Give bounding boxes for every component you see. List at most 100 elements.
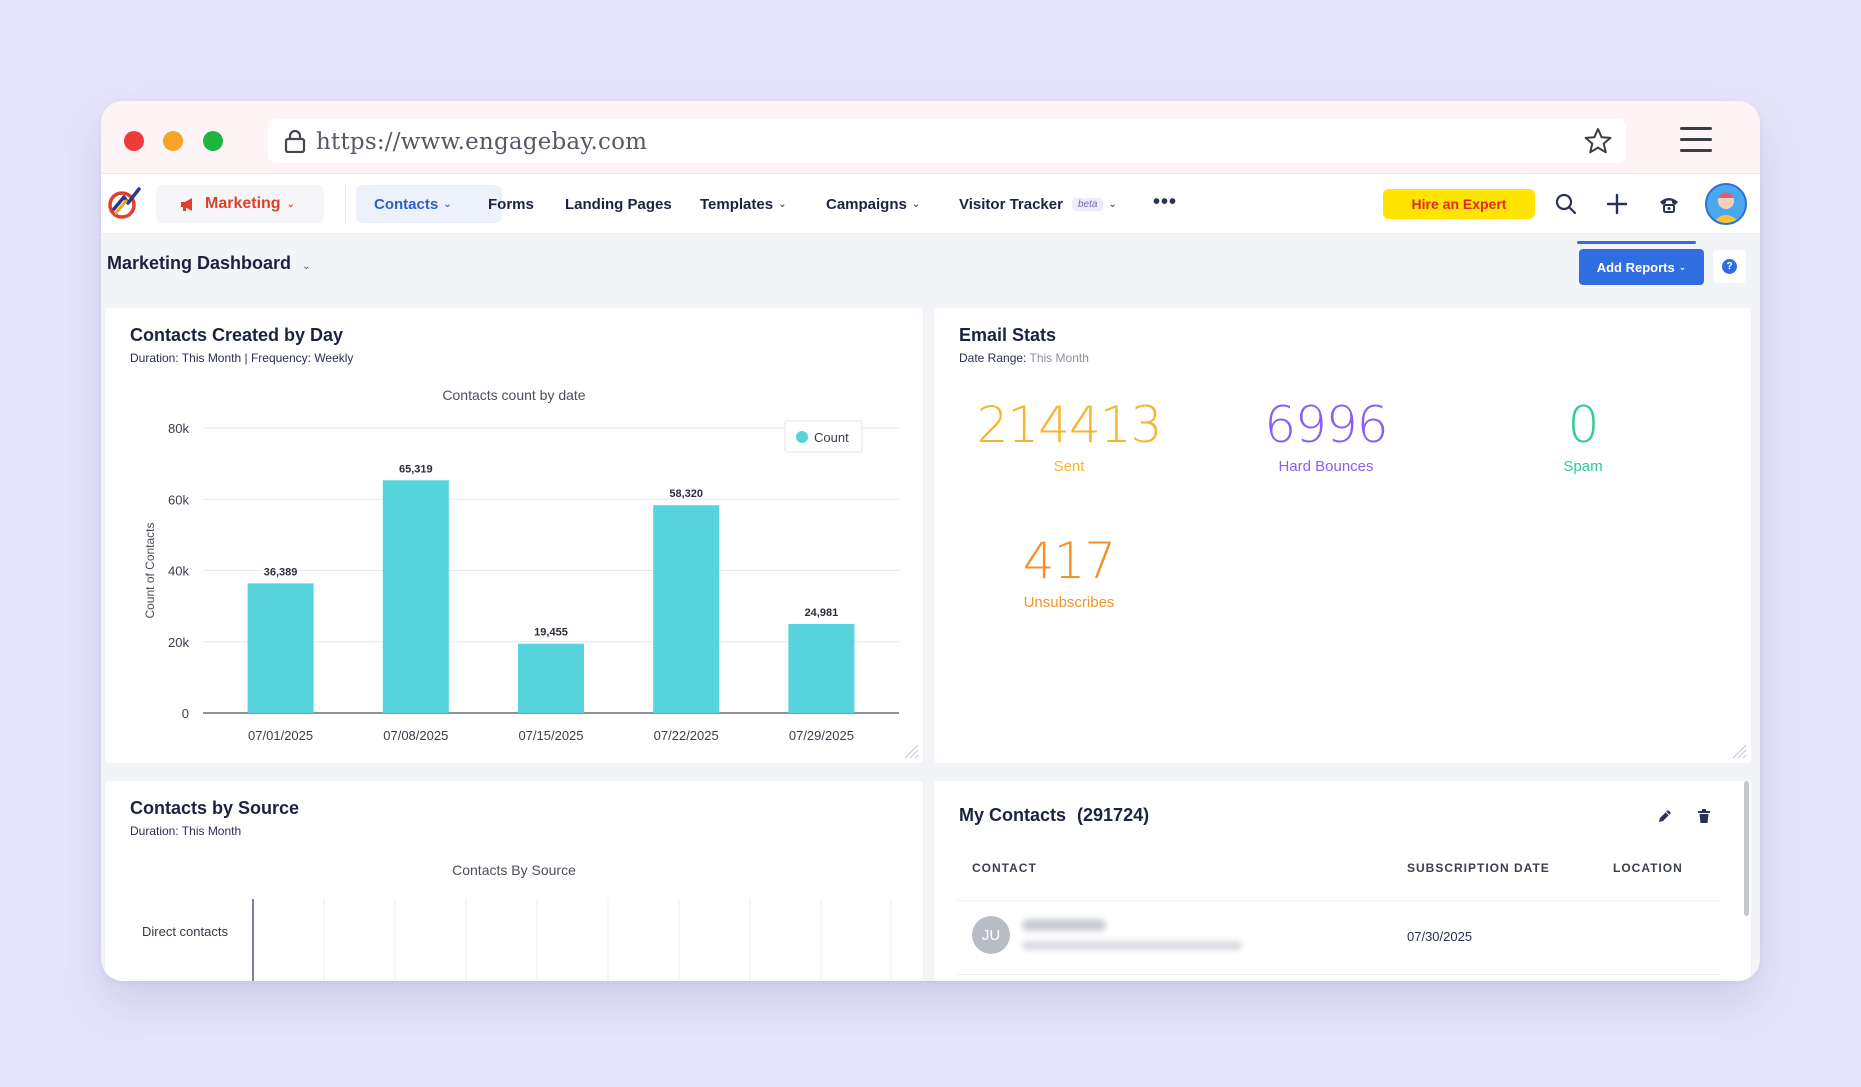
bookmark-star-icon[interactable] xyxy=(1584,127,1612,155)
stat-label: Hard Bounces xyxy=(1278,458,1374,475)
add-reports-button[interactable]: Add Reports ⌄ xyxy=(1579,249,1704,285)
resize-handle-icon[interactable] xyxy=(1731,743,1747,759)
nav-contacts-label: Contacts xyxy=(374,195,439,213)
x-tick-label: 07/22/2025 xyxy=(654,728,719,743)
stat-label: Unsubscribes xyxy=(1023,594,1115,611)
lock-icon xyxy=(284,129,306,153)
card-title: Contacts Created by Day xyxy=(130,325,344,345)
help-icon: ? xyxy=(1722,259,1737,274)
browser-menu-icon[interactable] xyxy=(1680,127,1712,152)
source-chart-title: Contacts By Source xyxy=(452,862,576,878)
nav-landing-pages[interactable]: Landing Pages xyxy=(565,185,672,223)
card-title: Contacts by Source xyxy=(130,798,300,818)
browser-toolbar: https://www.engagebay.com xyxy=(101,101,1760,174)
close-window-button[interactable] xyxy=(124,131,144,151)
contacts-by-source-card: Contacts by Source Duration: This Month … xyxy=(105,781,923,981)
url-text: https://www.engagebay.com xyxy=(316,129,648,155)
y-tick-label: 40k xyxy=(168,564,189,579)
nav-forms[interactable]: Forms xyxy=(488,185,534,223)
stat-value: 0 xyxy=(1567,396,1600,454)
more-nav-icon[interactable]: ••• xyxy=(1153,191,1178,213)
dashboard-title: Marketing Dashboard xyxy=(107,253,292,273)
stat-label: Sent xyxy=(1053,458,1085,475)
chevron-down-icon: ⌄ xyxy=(302,261,311,272)
my-contacts-title: My Contacts xyxy=(959,805,1067,825)
stat-value: 417 xyxy=(1022,532,1116,590)
email-stats-card: Email Stats Date Range: This Month 21441… xyxy=(934,308,1751,763)
stat-label: Spam xyxy=(1563,458,1603,475)
nav-campaigns[interactable]: Campaigns ⌄ xyxy=(826,185,920,223)
chart-title: Contacts count by date xyxy=(442,387,585,403)
date-range-label: Date Range: xyxy=(959,351,1027,365)
marketing-label: Marketing xyxy=(205,195,281,212)
nav-visitor-tracker[interactable]: Visitor Tracker beta ⌄ xyxy=(959,185,1117,223)
dashboard-title-dropdown[interactable]: Marketing Dashboard ⌄ xyxy=(107,253,310,274)
y-axis-label: Count of Contacts xyxy=(143,522,157,618)
maximize-window-button[interactable] xyxy=(203,131,223,151)
source-chart-grid xyxy=(252,899,892,981)
help-button[interactable]: ? xyxy=(1713,250,1746,283)
app-navbar: Marketing ⌄ Contacts ⌄ Forms Landing Pag… xyxy=(101,174,1760,234)
y-tick-label: 60k xyxy=(168,492,189,507)
bar xyxy=(382,480,449,713)
chevron-down-icon: ⌄ xyxy=(1108,198,1117,210)
contact-email-redacted xyxy=(1022,941,1242,950)
data-label: 65,319 xyxy=(399,463,433,475)
stat-spam[interactable]: 0 Spam xyxy=(1483,396,1683,475)
minimize-window-button[interactable] xyxy=(163,131,183,151)
x-tick-label: 07/15/2025 xyxy=(518,728,583,743)
column-header-subscription-date[interactable]: SUBSCRIPTION DATE xyxy=(1407,861,1550,875)
search-icon[interactable] xyxy=(1555,193,1577,215)
y-tick-label: 0 xyxy=(182,706,189,721)
x-tick-label: 07/29/2025 xyxy=(789,728,854,743)
card-title: Email Stats xyxy=(959,325,1057,345)
add-reports-label: Add Reports xyxy=(1596,259,1675,275)
data-label: 36,389 xyxy=(264,566,298,578)
date-range-value: This Month xyxy=(1029,351,1089,365)
chevron-down-icon: ⌄ xyxy=(911,198,921,210)
address-bar[interactable]: https://www.engagebay.com xyxy=(268,119,1626,163)
x-tick-label: 07/01/2025 xyxy=(248,728,313,743)
stat-value: 214413 xyxy=(976,396,1163,454)
stat-hard-bounces[interactable]: 6996 Hard Bounces xyxy=(1226,396,1426,475)
scrollbar[interactable] xyxy=(1744,781,1749,916)
nav-landing-pages-label: Landing Pages xyxy=(565,195,672,213)
nav-templates[interactable]: Templates ⌄ xyxy=(700,185,786,223)
nav-divider xyxy=(345,184,346,224)
resize-handle-icon[interactable] xyxy=(903,743,919,759)
card-subtitle: Duration: This Month | Frequency: Weekly xyxy=(130,351,354,365)
legend-box xyxy=(784,420,863,453)
edit-icon[interactable] xyxy=(1656,807,1674,825)
stat-unsubscribes[interactable]: 417 Unsubscribes xyxy=(969,532,1169,611)
phone-icon[interactable] xyxy=(1658,193,1680,215)
bar xyxy=(653,505,720,713)
marketing-module-dropdown[interactable]: Marketing ⌄ xyxy=(156,185,324,223)
table-divider xyxy=(958,974,1721,975)
column-header-location[interactable]: LOCATION xyxy=(1613,861,1683,875)
user-avatar-image xyxy=(1707,185,1745,223)
nav-forms-label: Forms xyxy=(488,195,534,213)
user-avatar[interactable] xyxy=(1705,183,1747,225)
data-label: 19,455 xyxy=(534,627,568,639)
column-header-contact[interactable]: CONTACT xyxy=(972,861,1037,875)
contacts-created-card: Contacts Created by Day Duration: This M… xyxy=(105,308,923,763)
source-row-label: Direct contacts xyxy=(142,924,228,939)
data-label: 58,320 xyxy=(669,488,703,500)
my-contacts-card: My Contacts (291724) CONTACT SUBSCRIPTIO… xyxy=(934,781,1751,981)
plus-icon[interactable] xyxy=(1606,193,1628,215)
delete-icon[interactable] xyxy=(1695,807,1713,825)
stat-sent[interactable]: 214413 Sent xyxy=(969,396,1169,475)
card-title: My Contacts (291724) xyxy=(959,805,1149,826)
stat-value: 6996 xyxy=(1264,396,1388,454)
engagebay-logo[interactable] xyxy=(106,185,142,221)
contact-name-redacted xyxy=(1022,919,1106,931)
y-tick-label: 80k xyxy=(168,421,189,436)
subscription-date: 07/30/2025 xyxy=(1407,929,1473,944)
legend-label: Count xyxy=(814,430,849,445)
y-tick-label: 20k xyxy=(168,635,189,650)
hire-expert-button[interactable]: Hire an Expert xyxy=(1383,189,1535,219)
contact-avatar: JU xyxy=(972,916,1010,954)
nav-contacts[interactable]: Contacts ⌄ xyxy=(356,185,502,223)
x-tick-label: 07/08/2025 xyxy=(383,728,448,743)
bar xyxy=(788,624,855,713)
